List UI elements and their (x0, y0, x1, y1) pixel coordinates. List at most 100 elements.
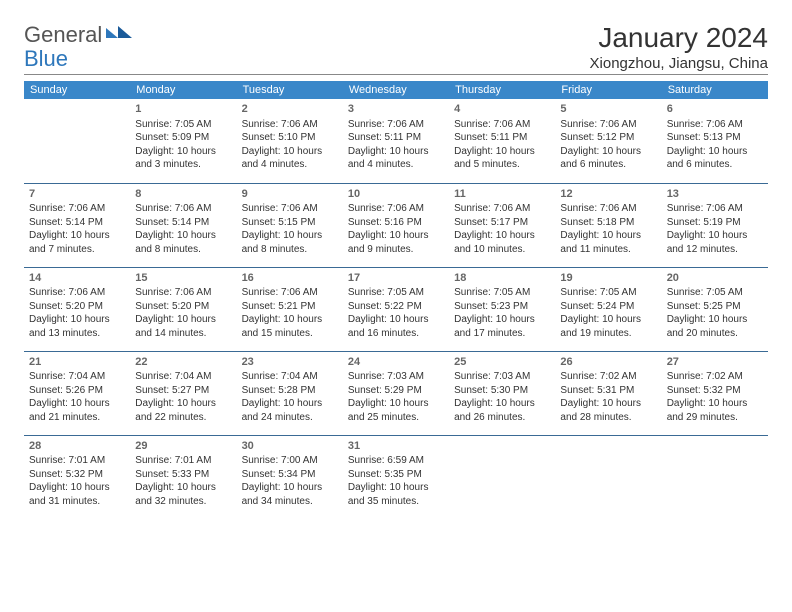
daylight-text: and 26 minutes. (454, 411, 550, 425)
day-number: 11 (454, 187, 550, 202)
sunset-text: Sunset: 5:33 PM (135, 468, 231, 482)
sunrise-text: Sunrise: 7:06 AM (242, 118, 338, 132)
day-cell (555, 435, 661, 519)
logo-flag-icon (106, 24, 132, 47)
sunset-text: Sunset: 5:30 PM (454, 384, 550, 398)
daylight-text: Daylight: 10 hours (667, 313, 763, 327)
logo-text-blue: Blue (24, 46, 68, 71)
sunset-text: Sunset: 5:09 PM (135, 131, 231, 145)
day-cell: 19Sunrise: 7:05 AMSunset: 5:24 PMDayligh… (555, 267, 661, 351)
daylight-text: and 15 minutes. (242, 327, 338, 341)
day-number: 30 (242, 439, 338, 454)
sunset-text: Sunset: 5:21 PM (242, 300, 338, 314)
day-number: 19 (560, 271, 656, 286)
logo: General (24, 22, 134, 48)
day-cell (449, 435, 555, 519)
day-number: 22 (135, 355, 231, 370)
day-number: 17 (348, 271, 444, 286)
daylight-text: Daylight: 10 hours (242, 397, 338, 411)
week-row: 28Sunrise: 7:01 AMSunset: 5:32 PMDayligh… (24, 435, 768, 519)
daylight-text: Daylight: 10 hours (348, 481, 444, 495)
sunrise-text: Sunrise: 7:06 AM (560, 202, 656, 216)
sunset-text: Sunset: 5:25 PM (667, 300, 763, 314)
sunset-text: Sunset: 5:20 PM (135, 300, 231, 314)
daylight-text: Daylight: 10 hours (348, 145, 444, 159)
daylight-text: Daylight: 10 hours (454, 313, 550, 327)
day-number: 21 (29, 355, 125, 370)
daylight-text: and 35 minutes. (348, 495, 444, 509)
day-number: 12 (560, 187, 656, 202)
day-number: 26 (560, 355, 656, 370)
daylight-text: and 7 minutes. (29, 243, 125, 257)
sunset-text: Sunset: 5:29 PM (348, 384, 444, 398)
sunrise-text: Sunrise: 7:00 AM (242, 454, 338, 468)
daylight-text: Daylight: 10 hours (29, 229, 125, 243)
sunset-text: Sunset: 5:15 PM (242, 216, 338, 230)
day-number: 23 (242, 355, 338, 370)
sunset-text: Sunset: 5:28 PM (242, 384, 338, 398)
sunrise-text: Sunrise: 7:06 AM (135, 286, 231, 300)
day-cell (24, 99, 130, 183)
daylight-text: and 5 minutes. (454, 158, 550, 172)
daylight-text: Daylight: 10 hours (560, 229, 656, 243)
daylight-text: and 4 minutes. (242, 158, 338, 172)
daylight-text: and 8 minutes. (242, 243, 338, 257)
title-block: January 2024 Xiongzhou, Jiangsu, China (590, 22, 768, 72)
day-header-sunday: Sunday (24, 81, 130, 99)
day-header-monday: Monday (130, 81, 236, 99)
daylight-text: Daylight: 10 hours (135, 397, 231, 411)
location-text: Xiongzhou, Jiangsu, China (590, 55, 768, 72)
daylight-text: Daylight: 10 hours (135, 229, 231, 243)
sunrise-text: Sunrise: 7:05 AM (667, 286, 763, 300)
daylight-text: and 29 minutes. (667, 411, 763, 425)
sunset-text: Sunset: 5:10 PM (242, 131, 338, 145)
day-cell (662, 435, 768, 519)
week-row: 1Sunrise: 7:05 AMSunset: 5:09 PMDaylight… (24, 99, 768, 183)
sunset-text: Sunset: 5:18 PM (560, 216, 656, 230)
day-cell: 14Sunrise: 7:06 AMSunset: 5:20 PMDayligh… (24, 267, 130, 351)
daylight-text: and 20 minutes. (667, 327, 763, 341)
sunrise-text: Sunrise: 6:59 AM (348, 454, 444, 468)
daylight-text: Daylight: 10 hours (667, 397, 763, 411)
daylight-text: Daylight: 10 hours (29, 313, 125, 327)
day-cell: 11Sunrise: 7:06 AMSunset: 5:17 PMDayligh… (449, 183, 555, 267)
logo-sub: Blue (24, 46, 68, 72)
sunset-text: Sunset: 5:22 PM (348, 300, 444, 314)
sunrise-text: Sunrise: 7:05 AM (135, 118, 231, 132)
daylight-text: and 19 minutes. (560, 327, 656, 341)
daylight-text: and 10 minutes. (454, 243, 550, 257)
daylight-text: Daylight: 10 hours (242, 313, 338, 327)
sunrise-text: Sunrise: 7:04 AM (29, 370, 125, 384)
sunset-text: Sunset: 5:32 PM (667, 384, 763, 398)
day-cell: 4Sunrise: 7:06 AMSunset: 5:11 PMDaylight… (449, 99, 555, 183)
day-number: 24 (348, 355, 444, 370)
sunset-text: Sunset: 5:14 PM (135, 216, 231, 230)
daylight-text: and 25 minutes. (348, 411, 444, 425)
day-header-saturday: Saturday (662, 81, 768, 99)
sunset-text: Sunset: 5:24 PM (560, 300, 656, 314)
sunrise-text: Sunrise: 7:03 AM (348, 370, 444, 384)
day-cell: 5Sunrise: 7:06 AMSunset: 5:12 PMDaylight… (555, 99, 661, 183)
day-cell: 7Sunrise: 7:06 AMSunset: 5:14 PMDaylight… (24, 183, 130, 267)
daylight-text: Daylight: 10 hours (242, 145, 338, 159)
daylight-text: Daylight: 10 hours (667, 229, 763, 243)
day-cell: 1Sunrise: 7:05 AMSunset: 5:09 PMDaylight… (130, 99, 236, 183)
month-title: January 2024 (590, 22, 768, 54)
calendar-body: 1Sunrise: 7:05 AMSunset: 5:09 PMDaylight… (24, 99, 768, 519)
daylight-text: Daylight: 10 hours (454, 145, 550, 159)
sunset-text: Sunset: 5:14 PM (29, 216, 125, 230)
daylight-text: and 31 minutes. (29, 495, 125, 509)
sunset-text: Sunset: 5:23 PM (454, 300, 550, 314)
sunset-text: Sunset: 5:11 PM (454, 131, 550, 145)
day-cell: 20Sunrise: 7:05 AMSunset: 5:25 PMDayligh… (662, 267, 768, 351)
sunrise-text: Sunrise: 7:05 AM (348, 286, 444, 300)
week-row: 14Sunrise: 7:06 AMSunset: 5:20 PMDayligh… (24, 267, 768, 351)
sunrise-text: Sunrise: 7:03 AM (454, 370, 550, 384)
day-header-friday: Friday (555, 81, 661, 99)
day-number: 20 (667, 271, 763, 286)
sunset-text: Sunset: 5:11 PM (348, 131, 444, 145)
sunrise-text: Sunrise: 7:05 AM (560, 286, 656, 300)
sunrise-text: Sunrise: 7:01 AM (29, 454, 125, 468)
sunset-text: Sunset: 5:34 PM (242, 468, 338, 482)
day-number: 3 (348, 102, 444, 117)
